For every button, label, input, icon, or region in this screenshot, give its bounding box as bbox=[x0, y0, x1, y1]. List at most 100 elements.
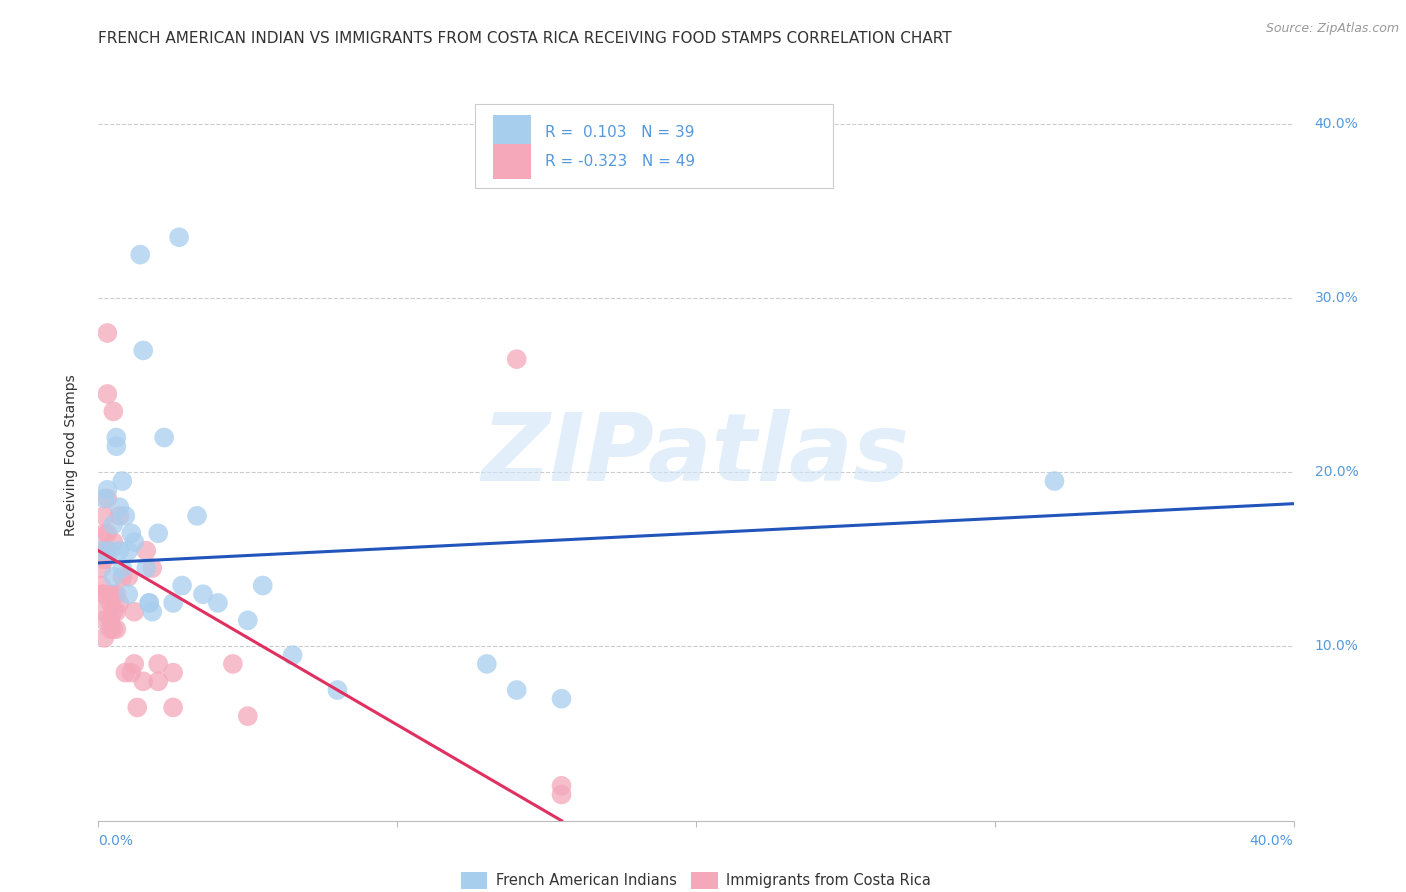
Point bbox=[281, 648, 304, 663]
Point bbox=[93, 552, 115, 566]
Point bbox=[124, 535, 146, 549]
Point bbox=[90, 543, 112, 558]
Point bbox=[167, 230, 190, 244]
Point bbox=[103, 517, 125, 532]
Point bbox=[132, 674, 155, 689]
Point bbox=[117, 543, 139, 558]
Point bbox=[111, 474, 134, 488]
Text: 40.0%: 40.0% bbox=[1315, 117, 1358, 131]
Point bbox=[98, 596, 122, 610]
Text: 40.0%: 40.0% bbox=[1250, 834, 1294, 848]
Point bbox=[138, 596, 160, 610]
Point bbox=[148, 674, 170, 689]
Point bbox=[111, 570, 134, 584]
FancyBboxPatch shape bbox=[494, 144, 531, 179]
FancyBboxPatch shape bbox=[494, 115, 531, 150]
Point bbox=[141, 605, 163, 619]
Point bbox=[105, 587, 128, 601]
Point bbox=[98, 622, 122, 636]
Point bbox=[132, 343, 155, 358]
Point bbox=[186, 508, 208, 523]
Point bbox=[103, 404, 125, 418]
Point bbox=[506, 683, 529, 698]
FancyBboxPatch shape bbox=[475, 103, 834, 188]
Point bbox=[98, 587, 122, 601]
Point bbox=[93, 587, 115, 601]
Point bbox=[550, 691, 572, 706]
Text: R =  0.103   N = 39: R = 0.103 N = 39 bbox=[546, 125, 695, 140]
Point bbox=[103, 570, 125, 584]
Point bbox=[93, 508, 115, 523]
Point bbox=[96, 483, 118, 497]
Point bbox=[236, 613, 259, 627]
Point bbox=[90, 578, 112, 592]
Point bbox=[506, 352, 529, 367]
Point bbox=[93, 491, 115, 506]
Point bbox=[162, 700, 184, 714]
Point bbox=[96, 387, 118, 401]
Text: 10.0%: 10.0% bbox=[1315, 640, 1358, 654]
Point bbox=[162, 596, 184, 610]
Point bbox=[124, 605, 146, 619]
Point bbox=[108, 543, 131, 558]
Point bbox=[108, 508, 131, 523]
Text: 30.0%: 30.0% bbox=[1315, 291, 1358, 305]
Point bbox=[98, 543, 122, 558]
Point bbox=[129, 247, 152, 261]
Point bbox=[138, 596, 160, 610]
Point bbox=[103, 535, 125, 549]
Point bbox=[191, 587, 214, 601]
Point bbox=[252, 578, 274, 592]
Point bbox=[1043, 474, 1066, 488]
Point bbox=[93, 631, 115, 645]
Point bbox=[96, 326, 118, 340]
Point bbox=[326, 683, 349, 698]
Point bbox=[105, 439, 128, 453]
Point bbox=[207, 596, 229, 610]
Point bbox=[96, 543, 118, 558]
Text: 0.0%: 0.0% bbox=[98, 834, 134, 848]
Point bbox=[117, 570, 139, 584]
Point bbox=[108, 500, 131, 515]
Point bbox=[550, 779, 572, 793]
Point bbox=[124, 657, 146, 671]
Point bbox=[93, 526, 115, 541]
Point bbox=[148, 526, 170, 541]
Point bbox=[114, 508, 136, 523]
Point bbox=[236, 709, 259, 723]
Point bbox=[105, 605, 128, 619]
Point bbox=[96, 491, 118, 506]
Point bbox=[135, 543, 157, 558]
Point bbox=[162, 665, 184, 680]
Y-axis label: Receiving Food Stamps: Receiving Food Stamps bbox=[63, 374, 77, 536]
Point bbox=[114, 665, 136, 680]
Text: FRENCH AMERICAN INDIAN VS IMMIGRANTS FROM COSTA RICA RECEIVING FOOD STAMPS CORRE: FRENCH AMERICAN INDIAN VS IMMIGRANTS FRO… bbox=[98, 31, 952, 46]
Point bbox=[550, 788, 572, 802]
Point bbox=[475, 657, 498, 671]
Point bbox=[103, 587, 125, 601]
Point bbox=[153, 430, 176, 444]
Point bbox=[222, 657, 245, 671]
Legend: French American Indians, Immigrants from Costa Rica: French American Indians, Immigrants from… bbox=[457, 867, 935, 892]
Point bbox=[141, 561, 163, 575]
Text: 20.0%: 20.0% bbox=[1315, 466, 1358, 479]
Text: ZIPatlas: ZIPatlas bbox=[482, 409, 910, 501]
Point bbox=[148, 657, 170, 671]
Point bbox=[103, 605, 125, 619]
Point bbox=[120, 526, 142, 541]
Text: R = -0.323   N = 49: R = -0.323 N = 49 bbox=[546, 154, 696, 169]
Point bbox=[127, 700, 149, 714]
Point bbox=[90, 543, 112, 558]
Point bbox=[98, 613, 122, 627]
Point bbox=[90, 561, 112, 575]
Text: Source: ZipAtlas.com: Source: ZipAtlas.com bbox=[1265, 22, 1399, 36]
Point bbox=[135, 561, 157, 575]
Point bbox=[105, 622, 128, 636]
Point bbox=[111, 561, 134, 575]
Point bbox=[120, 665, 142, 680]
Point bbox=[117, 587, 139, 601]
Point bbox=[103, 622, 125, 636]
Point bbox=[93, 605, 115, 619]
Point bbox=[96, 526, 118, 541]
Point bbox=[90, 587, 112, 601]
